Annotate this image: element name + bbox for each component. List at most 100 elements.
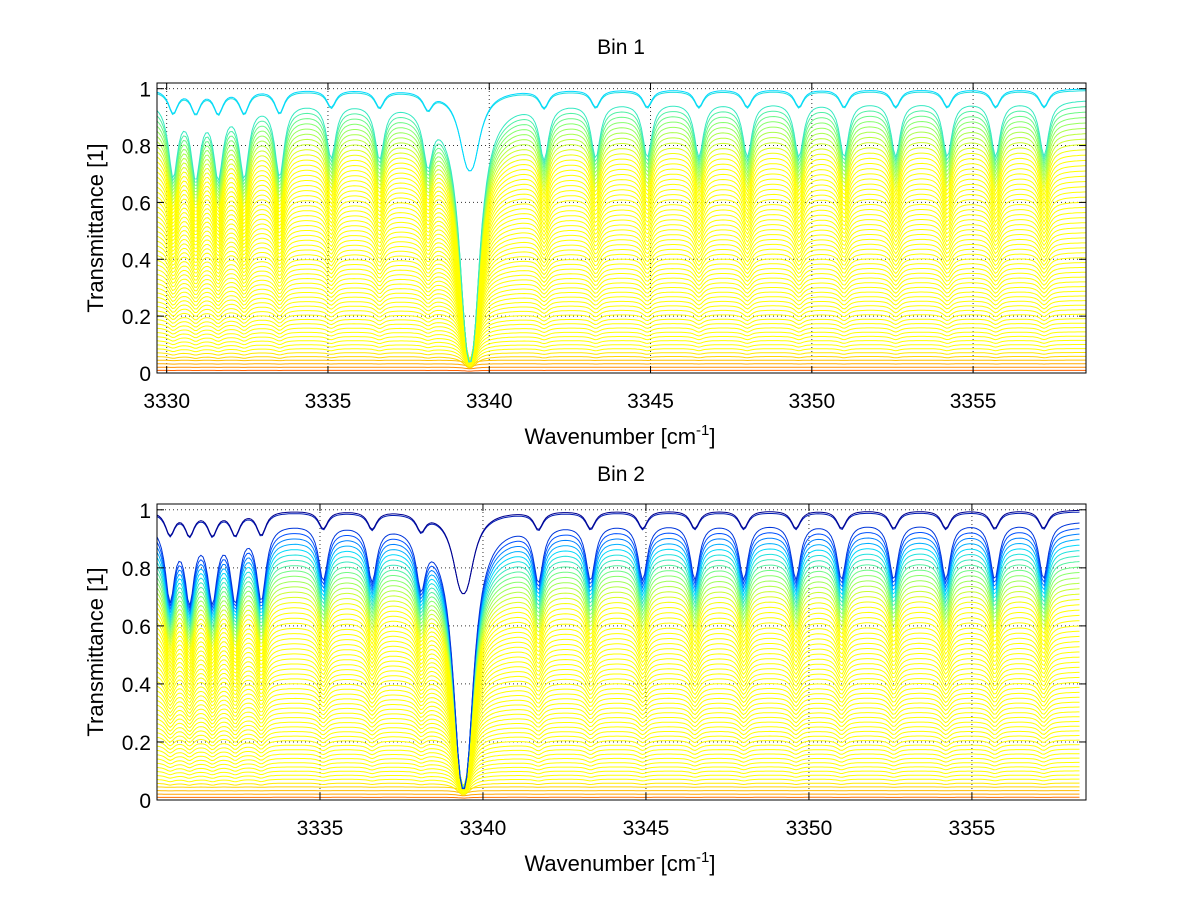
series-line: [156, 181, 1087, 360]
series-line: [156, 625, 1080, 786]
series-line: [156, 716, 1080, 787]
series-line: [157, 369, 1086, 372]
y-tick-label: 0.4: [122, 249, 152, 272]
series-line: [156, 593, 1080, 787]
series-line: [156, 774, 1080, 794]
series-line: [156, 681, 1080, 786]
series-line: [156, 144, 1087, 361]
y-tick-label: 0: [139, 790, 151, 813]
series-line: [156, 656, 1080, 786]
series-line: [156, 706, 1080, 786]
series-line: [156, 701, 1080, 786]
axes-box: [156, 503, 1087, 801]
series-line: [156, 227, 1087, 359]
series-line: [156, 232, 1087, 359]
series-line: [156, 711, 1080, 787]
series-line: [157, 793, 1080, 797]
series-line: [156, 154, 1087, 361]
y-tick-label: 0: [139, 363, 151, 386]
series-line: [156, 661, 1080, 786]
series-line: [156, 300, 1086, 361]
x-tick-label: 3340: [460, 817, 507, 840]
series-line: [156, 117, 1087, 363]
series-line: [156, 796, 1080, 799]
series-line: [156, 206, 1087, 360]
y-tick-label: 1: [139, 500, 151, 523]
x-tick-label: 3350: [786, 817, 833, 840]
series-line: [156, 572, 1080, 788]
series-line: [156, 676, 1080, 786]
series-line: [156, 666, 1080, 786]
series-line: [156, 533, 1080, 789]
series-line: [156, 262, 1086, 359]
series-line: [157, 366, 1086, 370]
series-line: [156, 609, 1080, 787]
series-line: [156, 111, 1087, 363]
series-line: [156, 522, 1080, 790]
series-line: [156, 309, 1086, 362]
plot-lines: [156, 88, 1087, 374]
chart-panel-bin-1: Bin 1 3330 3335 3340 3345 3350 3355 0 0.2 0.4 0.6…: [83, 36, 1087, 449]
series-line: [157, 359, 1086, 365]
series-line: [156, 322, 1086, 363]
series-line: [156, 335, 1086, 365]
x-tick-label: 3335: [305, 390, 352, 413]
series-line: [156, 170, 1087, 361]
series-line: [156, 651, 1080, 786]
series-line: [156, 588, 1080, 787]
series-line: [156, 237, 1086, 359]
series-line: [156, 290, 1086, 360]
series-line: [156, 646, 1080, 786]
series-line: [156, 355, 1086, 369]
x-tick-label: 3345: [627, 390, 674, 413]
series-line: [156, 276, 1086, 360]
series-line: [156, 295, 1086, 361]
series-line: [156, 247, 1087, 359]
series-line: [156, 720, 1080, 787]
series-line: [156, 686, 1080, 786]
plot-lines: [156, 509, 1080, 801]
series-line: [156, 344, 1086, 366]
series-line: [156, 304, 1086, 361]
ticks: 3335 3340 3345 3350 3355 0 0.2 0.4 0.6 0.8 1: [122, 500, 1086, 840]
series-line: [156, 582, 1080, 787]
series-line: [156, 286, 1086, 360]
series-line: [156, 782, 1080, 796]
x-tick-label: 3355: [950, 390, 997, 413]
series-line: [156, 544, 1080, 789]
y-tick-label: 0.8: [122, 558, 151, 581]
series-line: [156, 539, 1080, 789]
series-line: [156, 577, 1080, 788]
series-line: [156, 149, 1087, 361]
series-line: [156, 318, 1086, 363]
series-line: [156, 266, 1087, 359]
axes-box: [156, 82, 1087, 374]
series-line: [156, 757, 1080, 791]
series-line: [156, 271, 1086, 359]
series-line: [156, 748, 1080, 790]
y-tick-label: 0.2: [122, 306, 151, 329]
series-line: [156, 201, 1086, 360]
x-tick-label: 3340: [466, 390, 513, 413]
y-axis-label: Transmittance [1]: [83, 143, 108, 312]
series-line: [156, 165, 1087, 361]
series-line: [156, 641, 1080, 786]
series-line: [156, 766, 1080, 792]
series-line: [156, 252, 1086, 359]
series-line: [156, 604, 1080, 787]
series-line: [156, 561, 1080, 788]
series-line: [156, 725, 1080, 788]
x-tick-label: 3330: [143, 390, 190, 413]
y-tick-label: 0.6: [122, 616, 151, 639]
series-line: [156, 671, 1080, 786]
series-line: [156, 739, 1080, 789]
series-line: [156, 175, 1086, 360]
y-tick-label: 1: [139, 79, 151, 102]
series-line: [156, 550, 1080, 789]
series-line: [156, 511, 1080, 594]
series-line: [156, 696, 1080, 786]
x-tick-label: 3355: [949, 817, 996, 840]
series-line: [156, 744, 1080, 789]
series-line: [156, 352, 1086, 368]
